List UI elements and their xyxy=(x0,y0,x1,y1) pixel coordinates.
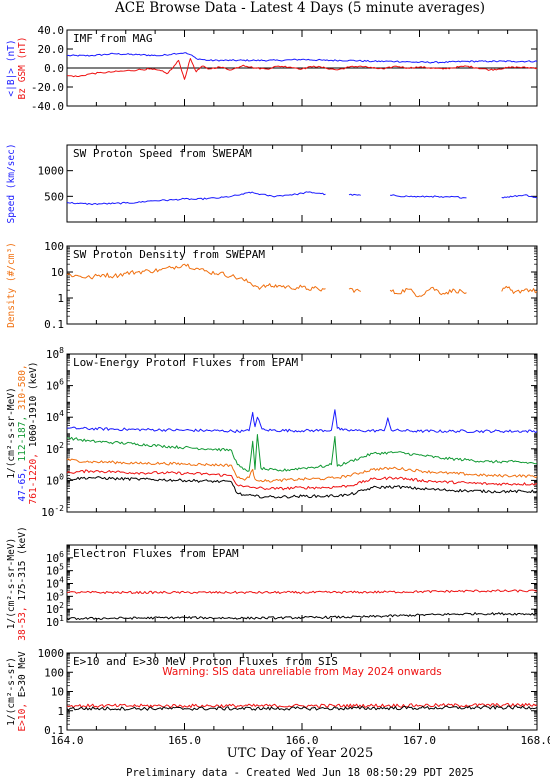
y-tick-label: 104 xyxy=(46,409,64,424)
y-axis-label: 38-53, 175-315 (keV) xyxy=(17,526,28,640)
series-line-1060-1910 xyxy=(66,476,538,499)
y-axis-label-part: E>10, xyxy=(17,703,28,732)
y-tick-label: 20.0 xyxy=(38,43,65,56)
y-axis-label: Density (#/cm³) xyxy=(6,242,17,328)
y-tick-label: 103 xyxy=(46,588,64,603)
y-axis-label-part: 1/(cm²-s-sr-MeV) xyxy=(6,538,17,630)
panel-low-energy-proton-fluxes-from-epam: 108 106 104 102 100 10-2 Low-Energy Proton Flu… xyxy=(6,346,538,519)
y-tick-label: 101 xyxy=(46,614,64,629)
y-tick-label: 10 xyxy=(51,686,64,699)
y-tick-label: 105 xyxy=(46,563,64,578)
series-line-e-30-mev xyxy=(66,705,538,711)
y-tick-label: 0.1 xyxy=(44,724,64,737)
y-tick-label: 100 xyxy=(46,472,64,487)
y-tick-label: 100 xyxy=(44,666,64,679)
panel-title: E>10 and E>30 MeV Proton Fluxes from SIS xyxy=(73,655,338,668)
y-axis-label-part: 1/(cm²-s-sr-MeV) xyxy=(6,387,17,479)
y-axis-label: 1/(cm²-s-sr) xyxy=(6,657,17,726)
y-axis-label: 761-1220, 1060-1910 (keV) xyxy=(28,362,39,505)
y-tick-label: 106 xyxy=(46,550,64,565)
y-tick-label: 102 xyxy=(46,601,64,616)
y-tick-label: 1000 xyxy=(38,647,65,660)
panel-title: SW Proton Speed from SWEPAM xyxy=(73,147,252,160)
y-axis-label-part: 310-580, xyxy=(17,364,28,415)
y-axis-label: Speed (km/sec) xyxy=(6,143,17,223)
series-line-speed-km-sec xyxy=(66,191,538,206)
y-axis-label-part: Speed (km/sec) xyxy=(6,143,17,223)
y-tick-label: -20.0 xyxy=(31,81,64,94)
y-axis-label-part: E>30 MeV xyxy=(17,651,28,703)
y-axis-label-part: 112-187, xyxy=(17,416,28,467)
x-tick-label: 165.0 xyxy=(168,734,201,747)
y-axis-label: <|B|> (nT) xyxy=(6,39,17,96)
footer-text: Preliminary data - Created Wed Jun 18 08… xyxy=(126,767,474,779)
series-line-b-nt xyxy=(66,52,538,64)
y-tick-label: 1 xyxy=(57,705,64,718)
y-axis-label-part: 175-315 (keV) xyxy=(17,526,28,606)
y-axis-label: 47-65, 112-187, 310-580, xyxy=(17,364,28,501)
panels: 40.0 20.0 0.0 -20.0 -40.0 IMF from MAG <|B|> (… xyxy=(6,24,550,747)
y-tick-label: 1000 xyxy=(38,165,65,178)
y-axis-label-part: <|B|> (nT) xyxy=(6,39,17,96)
y-axis-label-part: 1/(cm²-s-sr) xyxy=(6,657,17,726)
series-line-38-53 xyxy=(66,589,537,595)
panel-title: Low-Energy Proton Fluxes from EPAM xyxy=(73,356,299,369)
y-axis-label-part: 1060-1910 (keV) xyxy=(28,362,39,454)
y-axis-label-part: 47-65, xyxy=(17,467,28,501)
y-tick-label: 104 xyxy=(46,576,64,591)
panel-sw-proton-speed-from-swepam: 1000 500 SW Proton Speed from SWEPAM Speed … xyxy=(6,143,538,224)
y-axis-label-part: 38-53, xyxy=(17,606,28,640)
y-tick-label: 0.1 xyxy=(44,318,64,331)
y-axis-label-part: 761-1220, xyxy=(28,453,39,504)
x-tick-label: 164.0 xyxy=(50,734,83,747)
y-tick-label: 0.0 xyxy=(44,62,64,75)
series-line-112-187 xyxy=(66,434,538,472)
series-line-310-580 xyxy=(66,458,538,483)
y-tick-label: 102 xyxy=(46,441,64,456)
panel-title: IMF from MAG xyxy=(73,32,152,45)
series-line-bz-gsm-nt xyxy=(66,58,538,80)
panel-title: Electron Fluxes from EPAM xyxy=(73,547,239,560)
series-line-47-65 xyxy=(66,409,538,434)
figure-title: ACE Browse Data - Latest 4 Days (5 minut… xyxy=(114,0,485,16)
y-tick-label: 10-2 xyxy=(41,504,64,519)
y-tick-label: 10 xyxy=(51,266,64,279)
panel-imf-from-mag: 40.0 20.0 0.0 -20.0 -40.0 IMF from MAG <|B|> (… xyxy=(6,24,538,113)
x-tick-label: 166.0 xyxy=(285,734,318,747)
y-axis-label: Bz GSM (nT) xyxy=(17,37,28,100)
plot-frame xyxy=(66,353,538,513)
y-tick-label: 106 xyxy=(46,378,64,393)
x-tick-label: 167.0 xyxy=(403,734,436,747)
y-axis-label: E>10, E>30 MeV xyxy=(17,651,28,731)
y-tick-label: 40.0 xyxy=(38,24,65,37)
panel-sw-proton-density-from-swepam: 100 10 1 0.1 SW Proton Density from SWEPAM De… xyxy=(6,240,538,331)
series-line-761-1220 xyxy=(66,469,538,491)
x-axis-label: UTC Day of Year 2025 xyxy=(227,746,373,761)
y-axis-label-part: Density (#/cm³) xyxy=(6,242,17,328)
panel-title: SW Proton Density from SWEPAM xyxy=(73,248,265,261)
series-line-e-10 xyxy=(66,702,538,709)
y-axis-label: 1/(cm²-s-sr-MeV) xyxy=(6,538,17,630)
y-tick-label: 108 xyxy=(46,346,64,361)
warning-annotation: Warning: SIS data unreliable from May 20… xyxy=(162,666,442,678)
x-tick-label: 168.0 xyxy=(520,734,550,747)
y-axis-label: 1/(cm²-s-sr-MeV) xyxy=(6,387,17,479)
series-line-175-315 xyxy=(66,612,538,621)
y-axis-label-part: Bz GSM (nT) xyxy=(17,37,28,100)
y-tick-label: 100 xyxy=(44,240,64,253)
series-line-density-cm xyxy=(66,263,538,298)
y-tick-label: 1 xyxy=(57,292,64,305)
y-tick-label: -40.0 xyxy=(31,100,64,113)
y-tick-label: 500 xyxy=(44,190,64,203)
